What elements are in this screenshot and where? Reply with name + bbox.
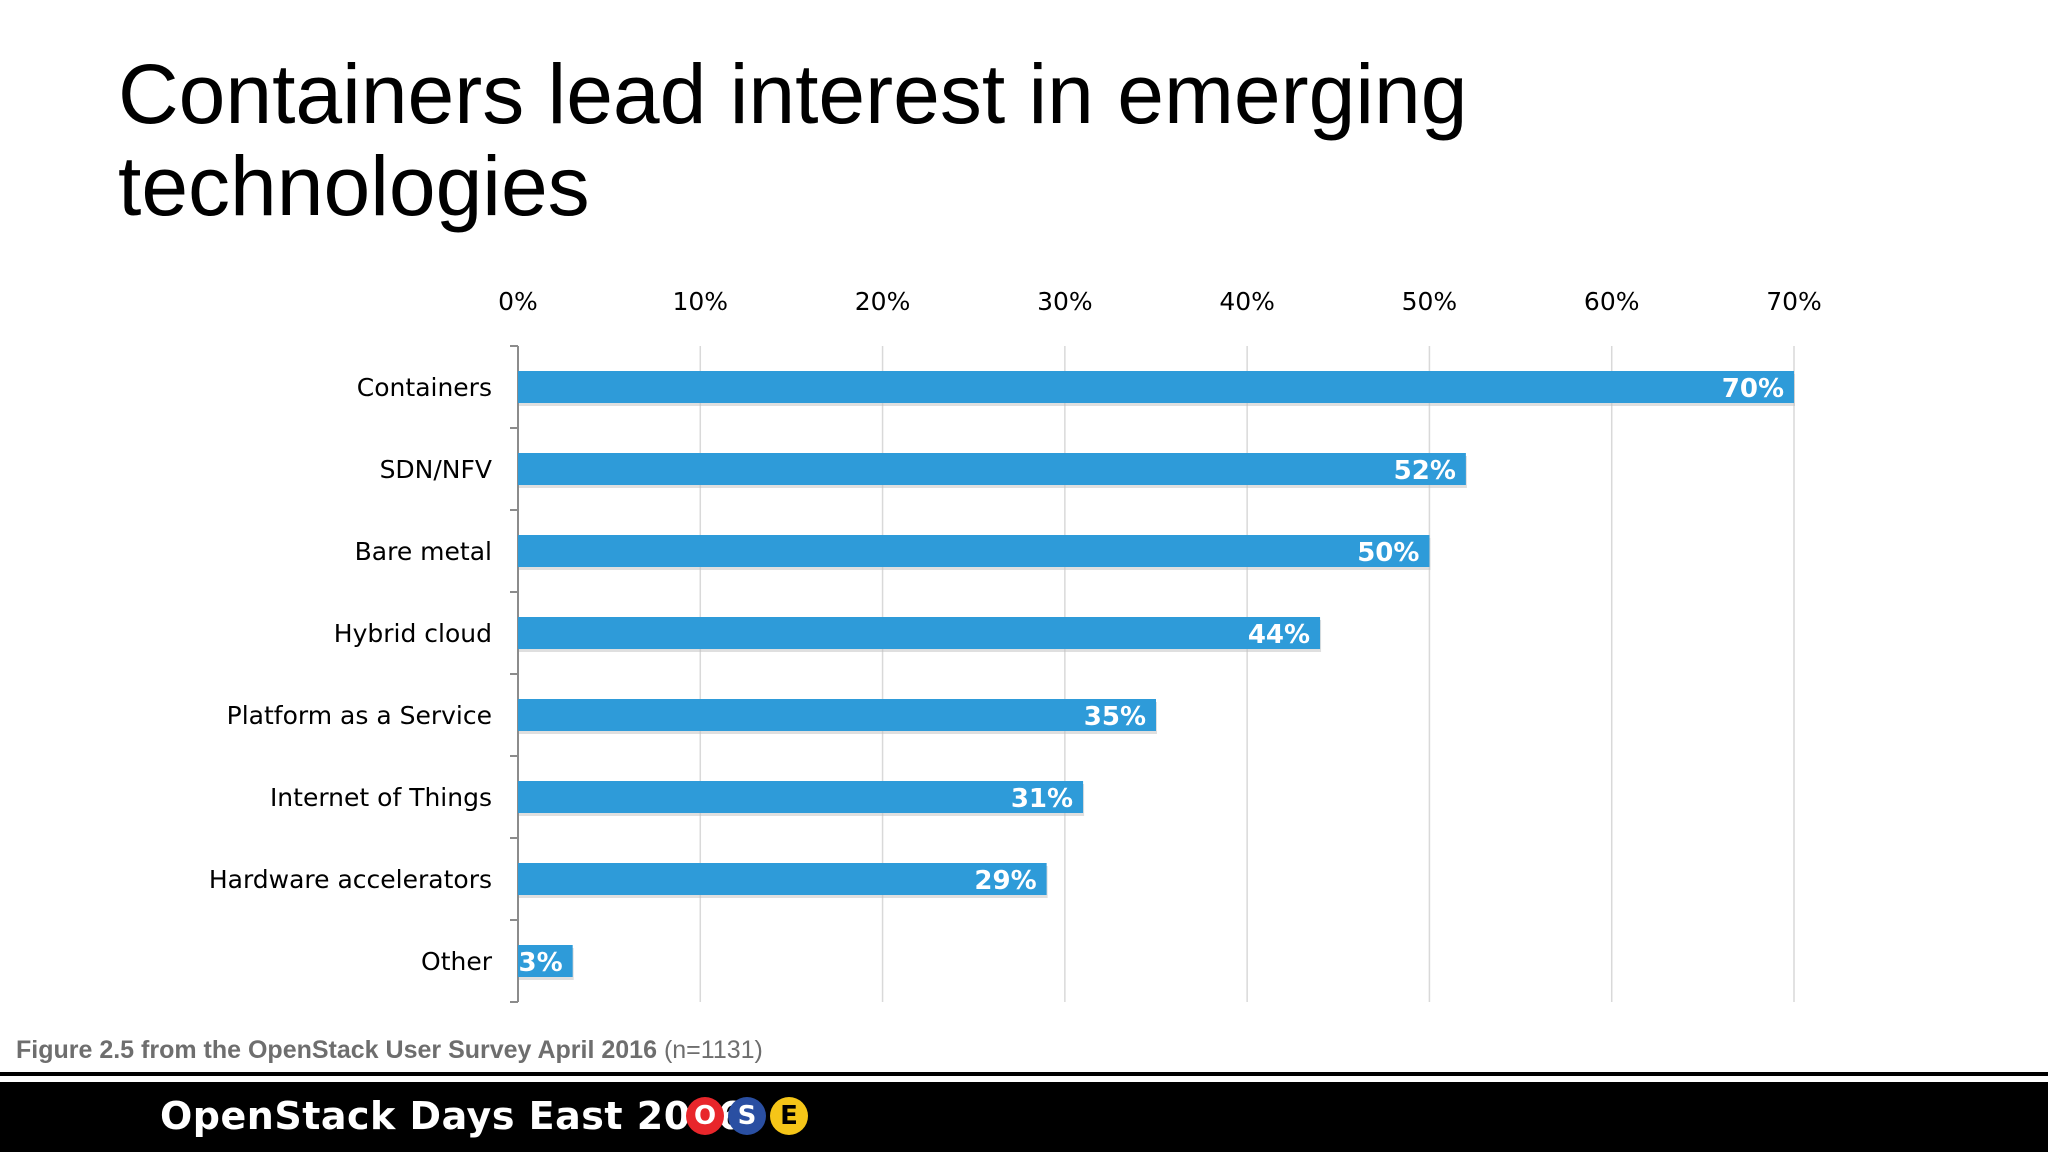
badge-o-icon: O (686, 1097, 724, 1135)
caption-source: Figure 2.5 from the OpenStack User Surve… (16, 1036, 657, 1064)
bar (518, 781, 1084, 813)
footer-bar: OpenStack Days East 2016 O S E (0, 1082, 2048, 1152)
bar (518, 371, 1794, 403)
value-label: 44% (1248, 620, 1310, 650)
x-tick-label: 0% (498, 287, 538, 316)
bar (518, 617, 1321, 649)
category-label: Internet of Things (270, 783, 492, 812)
category-label: Bare metal (355, 537, 492, 566)
category-label: Hardware accelerators (209, 865, 492, 894)
slide-title-line-2: technologies (118, 139, 590, 233)
value-label: 35% (1084, 702, 1146, 732)
value-label: 3% (519, 948, 563, 978)
bar (518, 453, 1466, 485)
bar (518, 699, 1156, 731)
figure-caption: Figure 2.5 from the OpenStack User Surve… (16, 1036, 763, 1065)
category-label: Hybrid cloud (334, 619, 492, 648)
footer-divider (0, 1072, 2048, 1076)
caption-sample-size: (n=1131) (663, 1036, 763, 1064)
bar-chart: 0% 10% 20% 30% 40% 50% 60% 70% Containers 70% SDN/… (209, 287, 1822, 1003)
category-label: Containers (357, 373, 492, 402)
value-label: 50% (1357, 538, 1419, 568)
event-logo: O S E (686, 1097, 808, 1135)
value-label: 52% (1394, 456, 1456, 486)
x-tick-label: 30% (1037, 287, 1093, 316)
slide-title-line-1: Containers lead interest in emerging (118, 47, 1468, 141)
badge-s-icon: S (728, 1097, 766, 1135)
x-tick-label: 40% (1219, 287, 1275, 316)
event-name: OpenStack Days East 2016 (160, 1094, 745, 1138)
x-tick-label: 20% (855, 287, 911, 316)
slide-title: Containers lead interest in emerging tec… (118, 48, 1818, 232)
value-label: 31% (1011, 784, 1073, 814)
bar (518, 535, 1430, 567)
x-tick-label: 50% (1402, 287, 1458, 316)
category-label: Platform as a Service (227, 701, 492, 730)
x-tick-label: 60% (1584, 287, 1640, 316)
bar (518, 945, 573, 977)
x-tick-label: 10% (672, 287, 728, 316)
category-label: Other (421, 947, 493, 976)
category-label: SDN/NFV (380, 455, 492, 484)
bar (518, 863, 1047, 895)
x-tick-label: 70% (1766, 287, 1822, 316)
value-label: 70% (1722, 374, 1784, 404)
value-label: 29% (974, 866, 1036, 896)
badge-e-icon: E (770, 1097, 808, 1135)
